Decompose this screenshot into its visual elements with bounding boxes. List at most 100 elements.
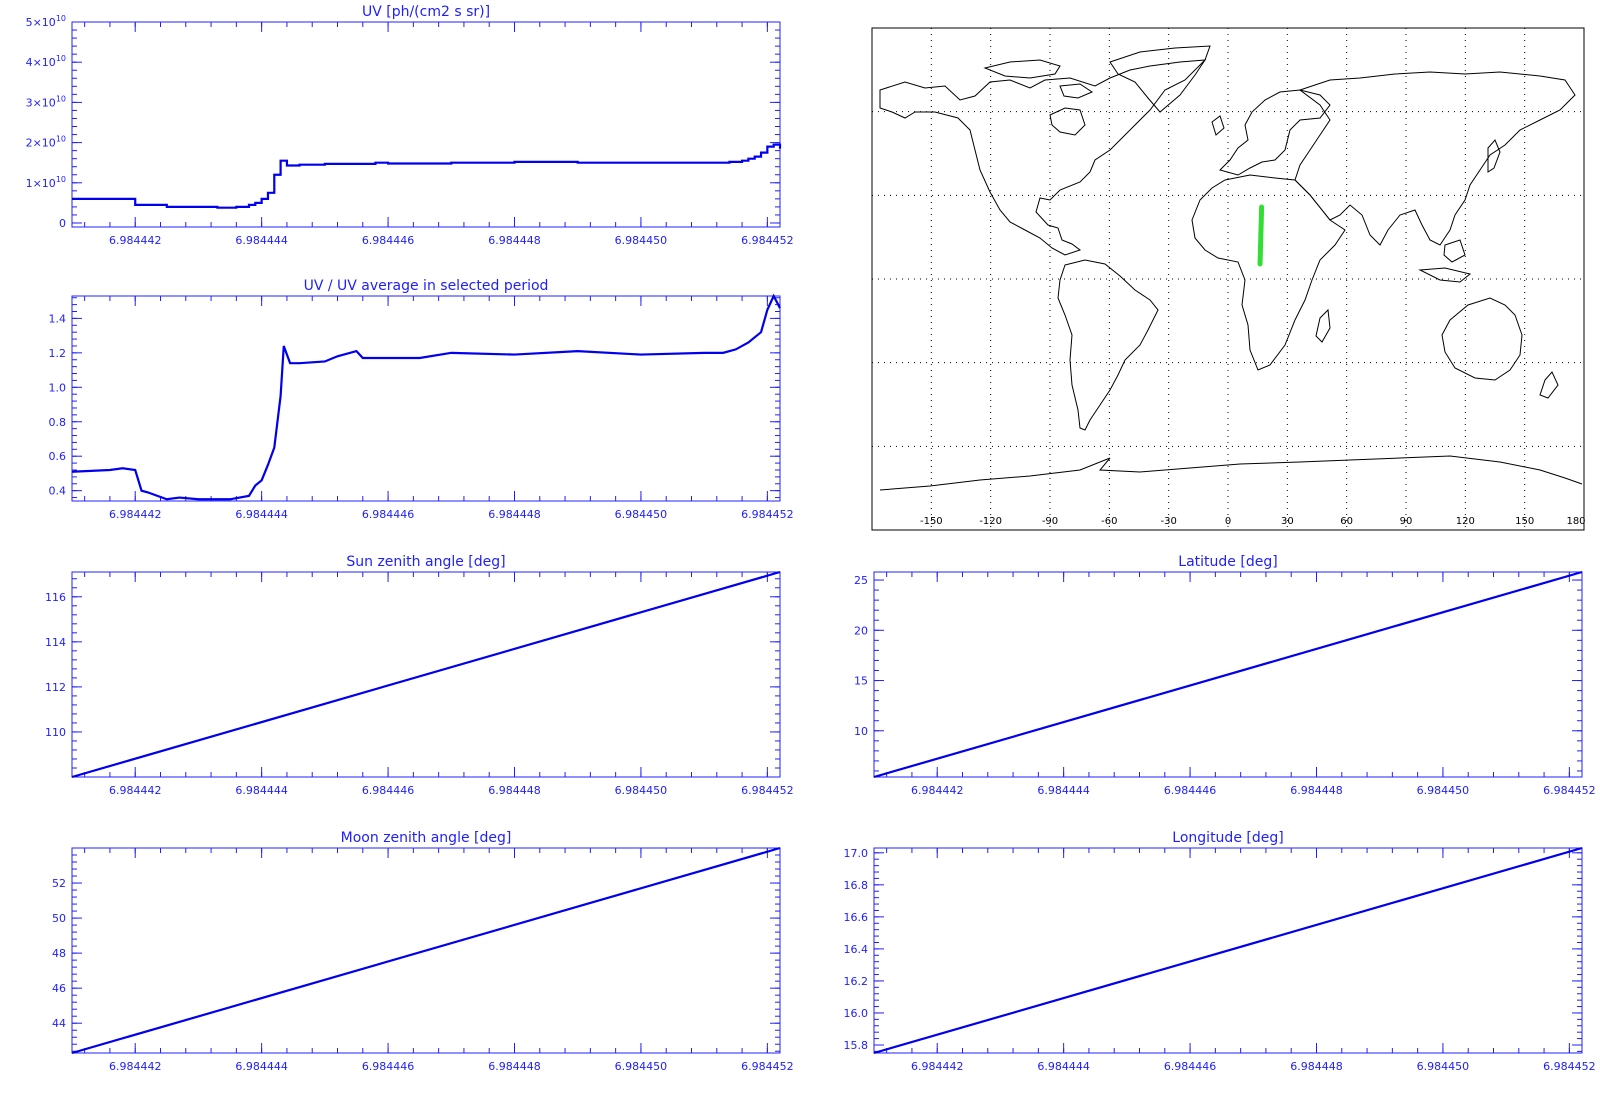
x-tick-label: 6.984448 (1290, 784, 1343, 797)
x-tick-label: 6.984442 (911, 784, 964, 797)
chart-title: Sun zenith angle [deg] (346, 554, 505, 570)
coast-asia (1294, 71, 1576, 246)
x-tick-label: 6.984444 (235, 508, 288, 521)
longitude-chart: Longitude [deg] 6.984442 6.984444 6.984446 6… (844, 830, 1596, 1073)
map-longitude-label: 60 (1340, 516, 1353, 527)
moon-zenith-chart: Moon zenith angle [deg] 6.984442 6.984444 6… (52, 830, 794, 1073)
coast-australia (1441, 297, 1523, 381)
series-line (873, 846, 1583, 1055)
world-map: -150 -120 -90 -60 -30 0 30 60 90 120 150 180 (871, 27, 1586, 531)
y-tick-exponent: 10 (56, 175, 66, 184)
map-longitude-label: -120 (979, 516, 1002, 527)
coast-hudson-bay (1049, 107, 1086, 136)
y-tick-base: 2×10 (26, 137, 56, 150)
coast-japan (1487, 139, 1501, 173)
map-longitude-label: 30 (1281, 516, 1294, 527)
y-tick-label: 110 (45, 726, 66, 739)
y-tick-label: 16.2 (844, 975, 869, 988)
y-tick-label: 2×1010 (26, 135, 66, 150)
y-tick-exponent: 10 (56, 94, 66, 103)
y-tick-label: 44 (52, 1017, 66, 1030)
y-tick-label: 0.6 (49, 450, 67, 463)
coast-greenland (1109, 45, 1211, 113)
x-tick-label: 6.984446 (1164, 1060, 1217, 1073)
series-line (873, 570, 1583, 779)
coastlines (879, 45, 1583, 491)
map-longitude-label: -90 (1042, 516, 1058, 527)
latitude-chart: Latitude [deg] 6.984442 6.984444 6.984446 6.… (854, 554, 1596, 797)
x-tick-label: 6.984452 (741, 508, 794, 521)
y-tick-base: 5×10 (26, 16, 56, 29)
map-graticule (872, 28, 1584, 530)
x-tick-label: 6.984446 (362, 234, 415, 247)
plot-frame (873, 571, 1583, 778)
satellite-track (1257, 204, 1265, 267)
x-tick-label: 6.984452 (741, 1060, 794, 1073)
y-tick-label: 16.4 (844, 943, 869, 956)
y-tick-label: 1.4 (49, 312, 67, 325)
y-tick-label: 116 (45, 591, 66, 604)
track-line (1257, 204, 1265, 267)
x-tick-label: 6.984448 (488, 234, 541, 247)
y-tick-base: 4×10 (26, 56, 56, 69)
y-tick-label: 15 (854, 675, 868, 688)
uv-chart: UV [ph/(cm2 s sr)] 6.984442 6.984444 6.9844… (26, 4, 794, 247)
y-tick-exponent: 10 (56, 14, 66, 23)
x-tick-label: 6.984450 (1417, 784, 1470, 797)
map-longitude-label: 180 (1566, 516, 1585, 527)
y-tick-label: 112 (45, 681, 66, 694)
coast-indonesia (1418, 267, 1472, 283)
uv-ratio-chart: UV / UV average in selected period 6.9844… (49, 278, 794, 521)
x-tick-label: 6.984450 (615, 508, 668, 521)
y-tick-label: 17.0 (844, 847, 869, 860)
y-tick-label: 0.8 (49, 416, 67, 429)
x-tick-label: 6.984446 (362, 508, 415, 521)
x-tick-label: 6.984442 (109, 508, 162, 521)
coast-europe (1219, 89, 1331, 176)
chart-title: Longitude [deg] (1172, 830, 1283, 846)
y-tick-label: 3×1010 (26, 94, 66, 109)
y-tick-label: 48 (52, 947, 66, 960)
y-tick-label: 0.4 (49, 485, 67, 498)
series-line (72, 143, 782, 209)
x-tick-label: 6.984450 (615, 1060, 668, 1073)
y-tick-label: 0 (59, 217, 66, 230)
map-longitude-label: 120 (1456, 516, 1475, 527)
coast-arctic-islands-2 (1059, 83, 1094, 99)
coast-africa (1191, 174, 1346, 371)
coast-borneo (1443, 239, 1466, 263)
map-longitude-label: -60 (1101, 516, 1117, 527)
map-longitude-labels: -150 -120 -90 -60 -30 0 30 60 90 120 150 180 (920, 516, 1586, 527)
chart-title: UV [ph/(cm2 s sr)] (362, 4, 490, 20)
y-tick-label: 1×1010 (26, 175, 66, 190)
y-tick-base: 0 (59, 217, 66, 230)
x-tick-label: 6.984444 (235, 784, 288, 797)
x-tick-label: 6.984442 (911, 1060, 964, 1073)
x-tick-label: 6.984452 (1543, 784, 1596, 797)
x-tick-label: 6.984448 (488, 784, 541, 797)
series-line (71, 846, 781, 1055)
plot-frame (71, 295, 781, 502)
x-tick-label: 6.984452 (741, 784, 794, 797)
map-longitude-label: -150 (920, 516, 943, 527)
plot-frame (71, 847, 781, 1054)
x-tick-label: 6.984446 (1164, 784, 1217, 797)
coast-north-america (879, 59, 1207, 256)
plot-frame (71, 21, 781, 228)
x-tick-label: 6.984444 (1037, 1060, 1090, 1073)
y-tick-label: 1.0 (49, 381, 67, 394)
map-longitude-label: 150 (1515, 516, 1534, 527)
y-tick-base: 1×10 (26, 177, 56, 190)
x-tick-label: 6.984444 (235, 234, 288, 247)
coast-south-america (1057, 259, 1159, 431)
x-tick-label: 6.984450 (615, 234, 668, 247)
series-line (71, 293, 781, 501)
y-tick-exponent: 10 (56, 135, 66, 144)
y-tick-label: 20 (854, 624, 868, 637)
x-tick-label: 6.984448 (488, 1060, 541, 1073)
coast-british-isles (1211, 115, 1225, 136)
coast-new-zealand (1539, 371, 1559, 399)
y-tick-label: 15.8 (844, 1039, 869, 1052)
x-tick-label: 6.984442 (109, 784, 162, 797)
